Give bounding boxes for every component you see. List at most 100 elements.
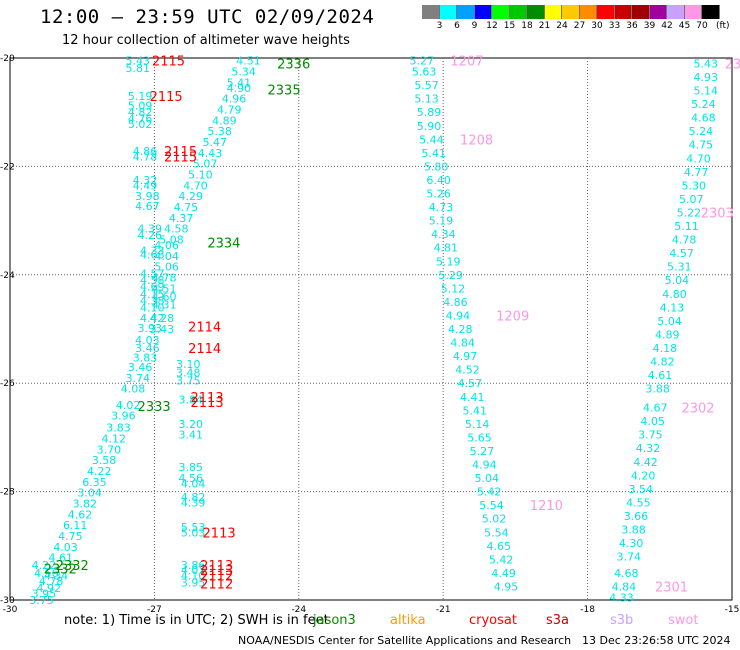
wave-height-value: 5.42 <box>477 486 502 499</box>
pass-label: 2112 <box>200 578 233 593</box>
scale-label: 45 <box>678 21 691 31</box>
wave-height-value: 4.12 <box>101 432 126 445</box>
wave-height-value: 6.11 <box>63 519 88 532</box>
mission-label: swot <box>668 613 699 628</box>
pass-label: 2336 <box>277 57 310 72</box>
pass-label: 2301 <box>655 580 688 595</box>
wave-height-value: 5.41 <box>462 404 487 417</box>
wave-height-value: 4.80 <box>662 288 687 301</box>
wave-height-value: 4.32 <box>133 174 158 187</box>
wave-height-value: 5.81 <box>126 62 150 75</box>
wave-height-value: 5.29 <box>438 269 463 282</box>
y-tick-label: -20 <box>0 54 15 64</box>
pass-label: 2113 <box>200 564 233 579</box>
y-tick-label: -26 <box>0 379 15 389</box>
wave-height-value: 5.63 <box>412 66 437 79</box>
wave-height-value: 4.92 <box>36 582 61 595</box>
pass-label: 2332 <box>44 563 77 578</box>
wave-height-value: 5.47 <box>203 136 228 149</box>
wave-height-value: 3.46 <box>128 361 153 374</box>
wave-height-value: 4.81 <box>434 242 459 255</box>
wave-height-value: 4.67 <box>643 402 668 415</box>
scale-swatch <box>509 5 527 19</box>
wave-height-value: 4.94 <box>472 459 497 472</box>
wave-height-value: 4.60 <box>152 290 177 303</box>
scale-label: 42 <box>661 21 673 31</box>
pass-label: 2334 <box>207 236 240 251</box>
wave-height-value: 4.86 <box>133 145 158 158</box>
scale-swatch <box>597 5 615 19</box>
chart-title: 12:00 — 23:59 UTC 02/09/2024 <box>40 6 375 28</box>
wave-height-value: 4.69 <box>140 281 165 294</box>
wave-height-value: 5.89 <box>417 106 442 119</box>
scale-label: 39 <box>643 21 656 31</box>
wave-height-value: 5.30 <box>681 179 706 192</box>
wave-height-value: 4.61 <box>49 552 74 565</box>
wave-height-value: 5.14 <box>693 85 718 98</box>
wave-height-value: 4.78 <box>133 151 158 164</box>
x-tick-label: -21 <box>436 605 451 615</box>
x-tick-label: -24 <box>291 605 306 615</box>
scale-label: 6 <box>454 21 460 31</box>
chart-subtitle: 12 hour collection of altimeter wave hei… <box>62 33 350 48</box>
wave-height-value: 5.27 <box>470 445 495 458</box>
wave-height-value: 3.20 <box>178 418 203 431</box>
wave-height-value: 4.28 <box>150 312 175 325</box>
wave-height-value: 4.78 <box>152 272 177 285</box>
wave-height-value: 4.57 <box>669 247 694 260</box>
mission-label: jason3 <box>313 613 356 628</box>
scale-label: 24 <box>556 21 568 31</box>
scale-swatch <box>439 5 457 19</box>
wave-height-value: 5.04 <box>474 472 499 485</box>
wave-height-value: 4.10 <box>140 301 165 314</box>
wave-height-value: 4.82 <box>181 491 206 504</box>
wave-height-value: 4.89 <box>655 328 680 341</box>
wave-height-value: 3.95 <box>181 577 206 590</box>
wave-height-value: 4.18 <box>653 342 678 355</box>
wave-height-value: 4.49 <box>133 179 158 192</box>
wave-height-value: 4.51 <box>236 55 261 68</box>
wave-height-value: 4.31 <box>152 299 177 312</box>
wave-height-value: 4.15 <box>140 288 165 301</box>
wave-height-value: 5.27 <box>410 55 435 68</box>
wave-height-value: 5.10 <box>188 169 213 182</box>
pass-label: 2112 <box>200 570 233 585</box>
wave-height-value: 5.80 <box>424 160 449 173</box>
scale-label: 21 <box>538 21 551 31</box>
pass-label: 2115 <box>164 145 197 160</box>
wave-height-value: 3.88 <box>621 524 646 537</box>
scale-swatch <box>457 5 475 19</box>
wave-height-value: 3.48 <box>176 366 201 379</box>
wave-height-value: 4.42 <box>633 456 658 469</box>
wave-height-value: 4.41 <box>460 391 485 404</box>
wave-height-value: 4.04 <box>154 250 179 263</box>
wave-height-value: 4.86 <box>443 296 468 309</box>
footer-organization: NOAA/NESDIS Center for Satellite Applica… <box>238 634 572 647</box>
wave-height-value: 3.10 <box>176 358 201 371</box>
wave-height-value: 3.75 <box>638 429 663 442</box>
scale-label: 15 <box>503 21 516 31</box>
scale-swatch <box>422 5 440 19</box>
wave-height-value: 4.34 <box>431 228 456 241</box>
scale-swatch <box>562 5 580 19</box>
x-tick-label: -15 <box>725 605 740 615</box>
pass-label: 2115 <box>164 151 197 166</box>
wave-height-value: 4.82 <box>128 106 153 119</box>
wave-height-value: 4.58 <box>140 274 165 287</box>
wave-height-value: 4.75 <box>689 139 714 152</box>
scale-swatch <box>544 5 562 19</box>
wave-height-value: 4.51 <box>152 282 177 295</box>
x-tick-label: -27 <box>147 605 162 615</box>
wave-height-value: 5.24 <box>691 98 716 111</box>
scale-swatch <box>527 5 545 19</box>
wave-height-value: 5.41 <box>227 76 252 89</box>
wave-height-value: 3.04 <box>77 487 102 500</box>
scale-label: 9 <box>471 21 478 31</box>
footer-timestamp: 13 Dec 23:26:58 UTC 2024 <box>582 634 731 647</box>
wave-height-value: 3.88 <box>645 383 670 396</box>
wave-height-value: 5.08 <box>159 234 184 247</box>
wave-height-value: 4.28 <box>448 323 473 336</box>
wave-height-value: 4.32 <box>636 442 661 455</box>
wave-height-value: 5.11 <box>674 220 699 233</box>
wave-height-value: 3.85 <box>178 461 203 474</box>
